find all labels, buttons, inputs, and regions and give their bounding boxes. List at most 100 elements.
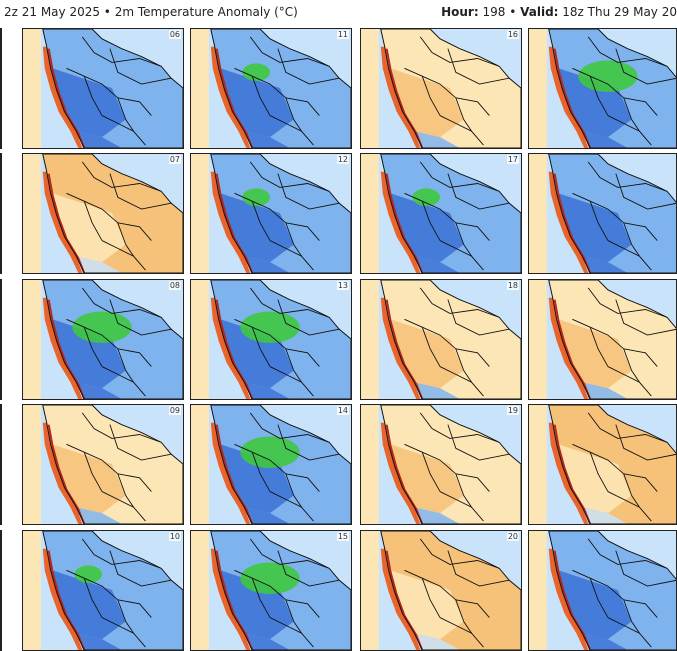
anomaly-map (23, 280, 183, 399)
member-number-label: 07 (168, 155, 181, 164)
country-border (447, 424, 510, 461)
country-border (117, 222, 152, 241)
southern-anomaly (232, 111, 290, 148)
ensemble-member-map: 19 (360, 404, 522, 525)
member-number-label: 06 (168, 30, 181, 39)
country-border (285, 473, 320, 492)
country-border (455, 599, 490, 618)
ensemble-member-map (528, 404, 677, 525)
member-number-label: 10 (168, 532, 181, 541)
anomaly-map (361, 405, 521, 524)
ensemble-member-map (528, 28, 677, 149)
country-border (234, 443, 295, 496)
ensemble-member-map: 09 (22, 404, 184, 525)
country-border (623, 599, 658, 618)
country-border (404, 569, 465, 622)
andes-warm-strip (548, 297, 589, 399)
country-border (249, 412, 330, 443)
country-border (81, 287, 162, 318)
southern-anomaly (64, 362, 122, 399)
coastline (380, 531, 521, 650)
country-border (234, 192, 295, 245)
member-number-label: 20 (506, 532, 519, 541)
southern-anomaly (402, 111, 460, 148)
country-border (623, 222, 658, 241)
country-border (463, 621, 472, 634)
country-border (269, 240, 314, 271)
coastline (210, 280, 351, 399)
pacific-field (529, 29, 547, 148)
anomaly-map (529, 531, 676, 650)
country-border (293, 621, 302, 634)
country-border (607, 617, 652, 648)
southern-anomaly (64, 236, 122, 273)
country-border (101, 366, 146, 397)
andes-hot-line (553, 550, 592, 650)
pacific-field (529, 531, 547, 650)
ensemble-member-map: 06 (22, 28, 184, 149)
andes-hot-line (553, 48, 592, 148)
andes-warm-strip (380, 548, 421, 650)
country-border (66, 192, 127, 245)
pacific-field (361, 29, 379, 148)
country-border (117, 97, 152, 116)
country-border (293, 495, 302, 508)
country-border (587, 538, 668, 569)
country-border (607, 240, 652, 271)
pacific-field (191, 531, 209, 650)
country-border (455, 348, 490, 367)
country-border (439, 115, 484, 146)
country-border (607, 491, 652, 522)
member-number-label: 09 (168, 406, 181, 415)
country-border (615, 173, 676, 210)
coastline (380, 154, 521, 273)
country-border (251, 76, 271, 116)
ensemble-member-map: 08 (22, 279, 184, 400)
country-border (631, 370, 640, 383)
country-border (455, 97, 490, 116)
ensemble-member-map: 13 (190, 279, 352, 400)
country-border (109, 550, 172, 587)
southern-anomaly (64, 613, 122, 650)
andes-warm-strip (380, 171, 421, 273)
country-border (81, 538, 162, 569)
country-border (125, 244, 134, 257)
pacific-field (191, 280, 209, 399)
member-number-label: 17 (506, 155, 519, 164)
andes-warm-strip (548, 422, 589, 524)
southern-anomaly (232, 487, 290, 524)
country-border (66, 443, 127, 496)
country-border (277, 173, 340, 210)
country-border (101, 617, 146, 648)
country-border (631, 119, 640, 132)
member-number-label: 12 (336, 155, 349, 164)
country-border (463, 495, 472, 508)
country-border (125, 621, 134, 634)
country-border (66, 67, 127, 120)
andes-warm-strip (380, 46, 421, 148)
country-border (615, 299, 676, 336)
country-border (589, 578, 609, 618)
extreme-cold-area (578, 60, 638, 92)
separator: • (509, 5, 517, 19)
country-border (293, 119, 302, 132)
country-border (249, 287, 330, 318)
anomaly-map (361, 280, 521, 399)
andes-warm-strip (42, 297, 83, 399)
country-border (447, 550, 510, 587)
country-border (269, 617, 314, 648)
coastline (42, 280, 183, 399)
andes-hot-line (553, 173, 592, 273)
member-number-label: 14 (336, 406, 349, 415)
coastline (548, 154, 676, 273)
andes-hot-line (215, 173, 254, 273)
country-border (251, 327, 271, 367)
andes-hot-line (47, 550, 86, 650)
extreme-cold-area (242, 63, 271, 82)
andes-warm-strip (42, 422, 83, 524)
country-border (249, 538, 330, 569)
country-border (101, 115, 146, 146)
country-border (421, 327, 441, 367)
coastline (42, 154, 183, 273)
country-border (125, 495, 134, 508)
